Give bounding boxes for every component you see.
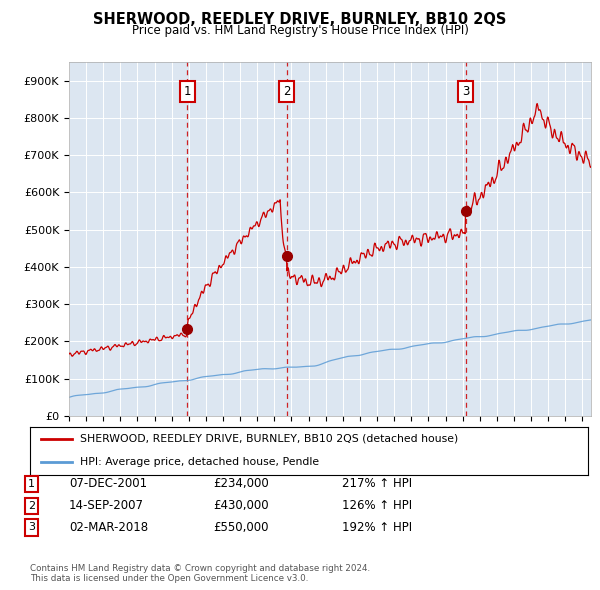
Text: £430,000: £430,000 [213, 499, 269, 512]
Text: 3: 3 [462, 86, 469, 99]
Text: 2: 2 [28, 501, 35, 510]
Text: 217% ↑ HPI: 217% ↑ HPI [342, 477, 412, 490]
Text: SHERWOOD, REEDLEY DRIVE, BURNLEY, BB10 2QS (detached house): SHERWOOD, REEDLEY DRIVE, BURNLEY, BB10 2… [80, 434, 458, 444]
Text: £550,000: £550,000 [213, 521, 269, 534]
Text: 14-SEP-2007: 14-SEP-2007 [69, 499, 144, 512]
Text: 1: 1 [184, 86, 191, 99]
Text: Contains HM Land Registry data © Crown copyright and database right 2024.
This d: Contains HM Land Registry data © Crown c… [30, 563, 370, 583]
Text: 126% ↑ HPI: 126% ↑ HPI [342, 499, 412, 512]
Text: 07-DEC-2001: 07-DEC-2001 [69, 477, 147, 490]
Text: HPI: Average price, detached house, Pendle: HPI: Average price, detached house, Pend… [80, 457, 319, 467]
Text: 3: 3 [28, 523, 35, 532]
Text: 02-MAR-2018: 02-MAR-2018 [69, 521, 148, 534]
Text: SHERWOOD, REEDLEY DRIVE, BURNLEY, BB10 2QS: SHERWOOD, REEDLEY DRIVE, BURNLEY, BB10 2… [94, 12, 506, 27]
Text: Price paid vs. HM Land Registry's House Price Index (HPI): Price paid vs. HM Land Registry's House … [131, 24, 469, 37]
Text: 192% ↑ HPI: 192% ↑ HPI [342, 521, 412, 534]
Text: 1: 1 [28, 479, 35, 489]
Text: £234,000: £234,000 [213, 477, 269, 490]
Text: 2: 2 [283, 86, 290, 99]
